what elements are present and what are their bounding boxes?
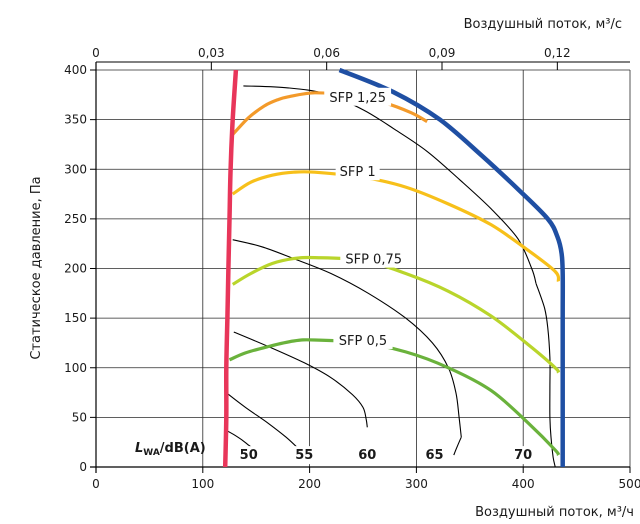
y-tick-label-2: 100	[64, 361, 87, 375]
db-label-6: 60	[358, 448, 376, 463]
db-label-7: 65	[426, 448, 444, 463]
db-label-8: 70	[514, 448, 532, 463]
x-tick-label-4: 400	[512, 477, 535, 491]
x2-tick-label-2: 0,06	[313, 46, 340, 60]
sfp-label-bg-1	[335, 162, 380, 181]
sfp-label-bg-2	[340, 249, 408, 268]
db-label-bg-5	[294, 446, 315, 465]
sfp-curve-5	[228, 338, 561, 457]
sfp-curve-3	[231, 170, 561, 282]
sfp-curve-2	[231, 91, 428, 136]
boundary-line-0	[222, 69, 239, 468]
y-tick-label-5: 250	[64, 212, 87, 226]
x2-tick-label-4: 0,12	[544, 46, 571, 60]
db-label-bg-8	[513, 446, 534, 465]
sound-line-11	[535, 283, 556, 468]
y-tick-label-3: 150	[64, 311, 87, 325]
x2-tick-label-1: 0,03	[198, 46, 225, 60]
x2-axis-title: Воздушный поток, м³/с	[464, 17, 622, 32]
sfp-label-2: SFP 0,75	[345, 253, 402, 268]
x-tick-label-0: 0	[92, 477, 100, 491]
series-lines	[222, 67, 566, 468]
axes	[90, 61, 631, 473]
sfp-label-0: SFP 1,25	[329, 91, 386, 106]
lwa-db-label: LWA/dB(A)	[135, 441, 206, 458]
sfp-label-bg-0	[324, 87, 392, 106]
x-axis-title: Воздушный поток, м³/ч	[475, 505, 634, 520]
lwa-main: L	[135, 441, 143, 456]
x2-tick-label-3: 0,09	[429, 46, 456, 60]
x-tick-label-1: 100	[191, 477, 214, 491]
sound-line-12	[453, 436, 462, 456]
x-tick-labels: 0 100 200 300 400 500	[92, 477, 640, 491]
y-tick-label-0: 0	[79, 460, 87, 474]
y-tick-label-4: 200	[64, 262, 87, 276]
sound-line-9	[227, 393, 305, 456]
sfp-label-1: SFP 1	[340, 165, 376, 180]
x-tick-label-2: 200	[298, 477, 321, 491]
x-tick-label-3: 300	[405, 477, 428, 491]
db-label-bg-6	[357, 446, 378, 465]
sfp-label-3: SFP 0,5	[339, 334, 387, 349]
y-tick-label-1: 50	[72, 410, 87, 424]
sfp-curve-4	[231, 255, 561, 374]
x-tick-label-5: 500	[619, 477, 640, 491]
boundary-line-1	[338, 67, 566, 467]
curve-labels: SFP 1,25 SFP 1 SFP 0,75 SFP 0,5 50 55 60 65 70	[238, 87, 534, 465]
y-tick-label-8: 400	[64, 63, 87, 77]
db-label-bg-7	[424, 446, 445, 465]
sound-line-7	[232, 239, 462, 438]
x2-tick-labels: 0 0,03 0,06 0,09 0,12	[92, 46, 571, 60]
y-tick-labels: 0 50 100 150 200 250 300 350 400	[64, 63, 87, 474]
y-axis-title: Статическое давление, Па	[29, 176, 44, 359]
y-tick-label-6: 300	[64, 162, 87, 176]
db-label-bg-4	[238, 446, 259, 465]
lwa-rest: /dB(A)	[160, 441, 206, 456]
y-tick-label-7: 350	[64, 113, 87, 127]
lwa-sub: WA	[143, 448, 160, 458]
db-label-4: 50	[240, 448, 258, 463]
sfp-label-bg-3	[333, 330, 393, 349]
x2-tick-label-0: 0	[92, 46, 100, 60]
db-label-5: 55	[295, 448, 313, 463]
